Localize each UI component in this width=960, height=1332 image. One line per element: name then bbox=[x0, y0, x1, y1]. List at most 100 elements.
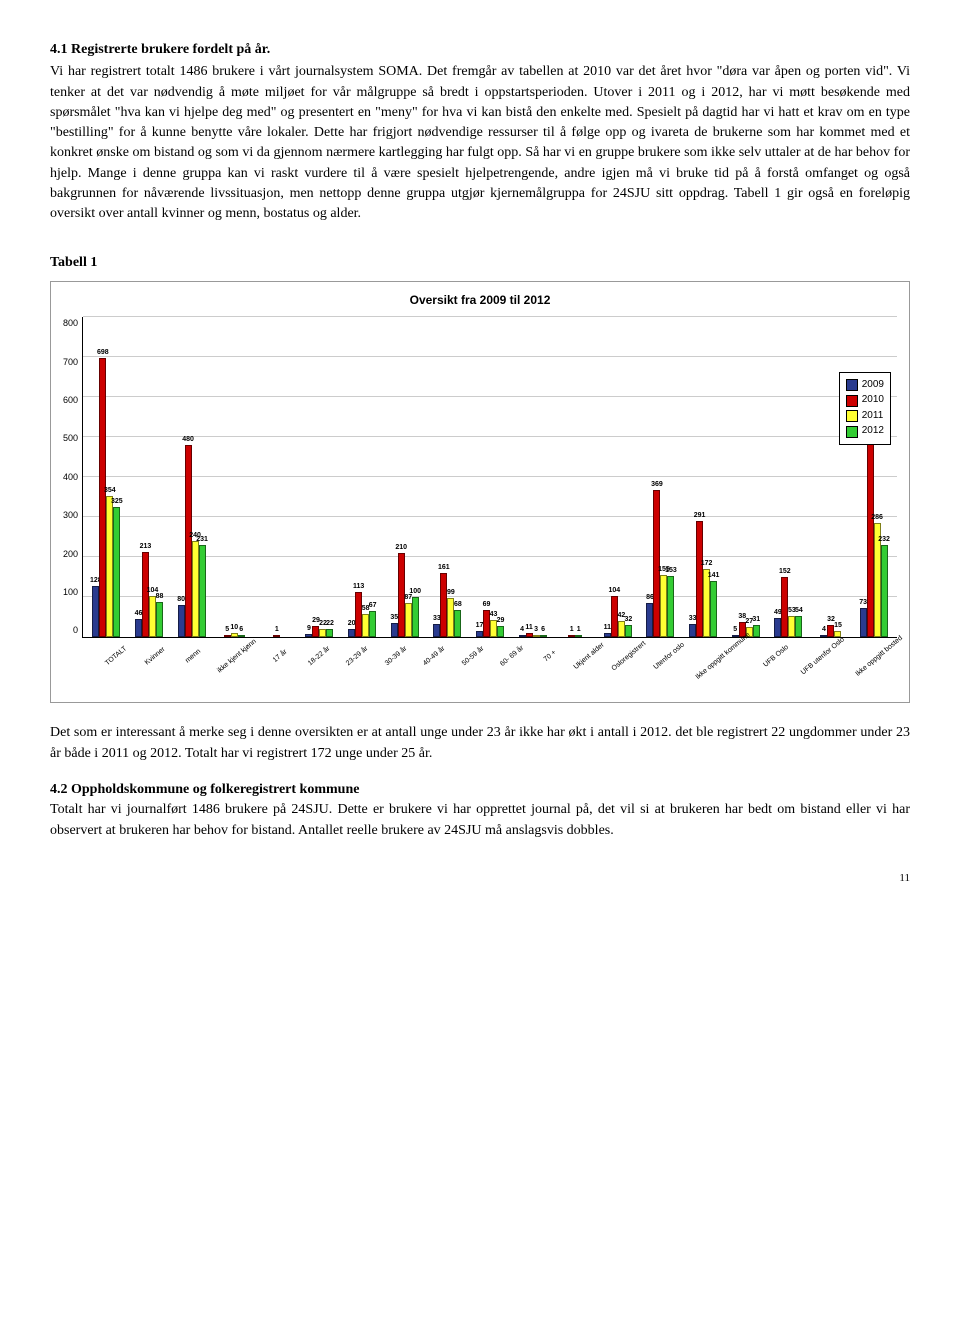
bar: 1 bbox=[568, 635, 575, 637]
bar-value-label: 152 bbox=[779, 567, 791, 577]
bar-value-label: 480 bbox=[182, 435, 194, 445]
bar: 325 bbox=[113, 507, 120, 637]
bar-value-label: 286 bbox=[871, 513, 883, 523]
bar-group: 201135867 bbox=[341, 317, 384, 637]
bar-value-label: 1 bbox=[570, 625, 574, 635]
bar: 53 bbox=[788, 616, 795, 637]
bar-group: 17694329 bbox=[469, 317, 512, 637]
bar-value-label: 32 bbox=[624, 615, 632, 625]
bar: 240 bbox=[192, 541, 199, 637]
bar: 87 bbox=[405, 603, 412, 638]
bar-group: 33291172 141 bbox=[682, 317, 725, 637]
bar: 54 bbox=[795, 616, 802, 638]
bar: 128 bbox=[92, 586, 99, 637]
bar: 354 bbox=[106, 496, 113, 638]
bar: 29 bbox=[497, 626, 504, 638]
bar-group: 73514286 232 bbox=[852, 317, 895, 637]
bar: 86 bbox=[646, 603, 653, 637]
bar-value-label: 67 bbox=[369, 601, 377, 611]
bar-group: 43215 bbox=[810, 317, 853, 637]
bar: 161 bbox=[440, 573, 447, 637]
bar-value-label: 54 bbox=[795, 606, 803, 616]
legend-swatch bbox=[846, 395, 858, 407]
bar-value-label: 104 bbox=[609, 586, 621, 596]
bar: 369 bbox=[653, 490, 660, 638]
bar: 514 bbox=[867, 432, 874, 638]
bar-value-label: 9 bbox=[307, 624, 311, 634]
bar-value-label: 113 bbox=[353, 582, 364, 592]
section-heading-4-1: 4.1 Registrerte brukere fordelt på år. bbox=[50, 40, 910, 60]
bar-group: 9292222 bbox=[298, 317, 341, 637]
legend-item: 2009 bbox=[846, 378, 884, 393]
legend-label: 2012 bbox=[862, 424, 884, 439]
bar: 698 bbox=[99, 358, 106, 637]
section-heading-4-2: 4.2 Oppholdskommune og folkeregistrert k… bbox=[50, 780, 910, 800]
bar-group: 80 480 240231 bbox=[170, 317, 213, 637]
bar-value-label: 99 bbox=[447, 588, 455, 598]
bar: 155 bbox=[660, 575, 667, 637]
bar: 73 bbox=[860, 608, 867, 637]
bar-value-label: 11 bbox=[525, 623, 532, 633]
bar-value-label: 1 bbox=[577, 625, 581, 635]
bar-group: 331619968 bbox=[426, 317, 469, 637]
bar: 291 bbox=[696, 521, 703, 637]
bar-value-label: 210 bbox=[395, 543, 407, 553]
bar-value-label: 5 bbox=[225, 625, 229, 635]
bar-value-label: 161 bbox=[438, 563, 450, 573]
bar-value-label: 231 bbox=[196, 535, 208, 545]
bar-group: 128698354325 bbox=[85, 317, 128, 637]
bar-value-label: 369 bbox=[651, 480, 663, 490]
bar: 31 bbox=[753, 625, 760, 637]
page-number: 11 bbox=[50, 871, 910, 887]
bar-group: 1 bbox=[256, 317, 299, 637]
bar-group: 491525354 bbox=[767, 317, 810, 637]
bar: 153 bbox=[667, 576, 674, 637]
bar-value-label: 232 bbox=[878, 535, 890, 545]
legend-item: 2010 bbox=[846, 393, 884, 408]
bar-value-label: 22 bbox=[326, 619, 334, 629]
bar-group: 3521087100 bbox=[383, 317, 426, 637]
bar: 141 bbox=[710, 581, 717, 637]
bar: 67 bbox=[369, 611, 376, 638]
bar-chart: Oversikt fra 2009 til 2012 8007006005004… bbox=[50, 281, 910, 703]
bar-value-label: 213 bbox=[140, 542, 152, 552]
bar: 33 bbox=[689, 624, 696, 637]
legend-item: 2011 bbox=[846, 409, 884, 424]
x-axis-labels: TOTALTKvinnermennikke kjent kjønn17 år18… bbox=[63, 642, 897, 696]
bar-value-label: 88 bbox=[156, 592, 164, 602]
bar-group: 86369155153 bbox=[639, 317, 682, 637]
legend-label: 2011 bbox=[862, 409, 884, 424]
footer-paragraph-1: Det som er interessant å merke seg i den… bbox=[50, 723, 910, 764]
bar: 231 bbox=[199, 545, 206, 637]
bar-group: 41136 bbox=[511, 317, 554, 637]
legend-label: 2009 bbox=[862, 378, 884, 393]
bar-group: 111044232 bbox=[597, 317, 640, 637]
bar: 11 bbox=[604, 633, 611, 637]
bar: 46 bbox=[135, 619, 142, 637]
bar: 3 bbox=[533, 635, 540, 637]
bar-value-label: 69 bbox=[483, 600, 491, 610]
bar-value-label: 31 bbox=[752, 615, 760, 625]
bar-value-label: 698 bbox=[97, 348, 109, 358]
bar-group: 4621310488 bbox=[128, 317, 171, 637]
legend-label: 2010 bbox=[862, 393, 884, 408]
bar-value-label: 3 bbox=[534, 625, 538, 635]
bar-value-label: 4 bbox=[520, 625, 524, 635]
bar: 232 bbox=[881, 545, 888, 638]
bar-value-label: 172 bbox=[701, 559, 713, 569]
bar: 68 bbox=[454, 610, 461, 637]
bar: 100 bbox=[412, 597, 419, 637]
bar-value-label: 153 bbox=[665, 566, 677, 576]
bar: 80 bbox=[178, 605, 185, 637]
legend-swatch bbox=[846, 410, 858, 422]
chart-title: Oversikt fra 2009 til 2012 bbox=[63, 292, 897, 309]
bar-value-label: 68 bbox=[454, 600, 462, 610]
section-paragraph-4-2: Totalt har vi journalført 1486 brukere p… bbox=[50, 800, 910, 841]
bar-group: 5106 bbox=[213, 317, 256, 637]
bar-value-label: 354 bbox=[104, 486, 116, 496]
bar: 11 bbox=[526, 633, 533, 637]
bar-group: 5382731 bbox=[724, 317, 767, 637]
legend-swatch bbox=[846, 379, 858, 391]
bar-value-label: 141 bbox=[708, 571, 720, 581]
bar-value-label: 29 bbox=[497, 616, 505, 626]
